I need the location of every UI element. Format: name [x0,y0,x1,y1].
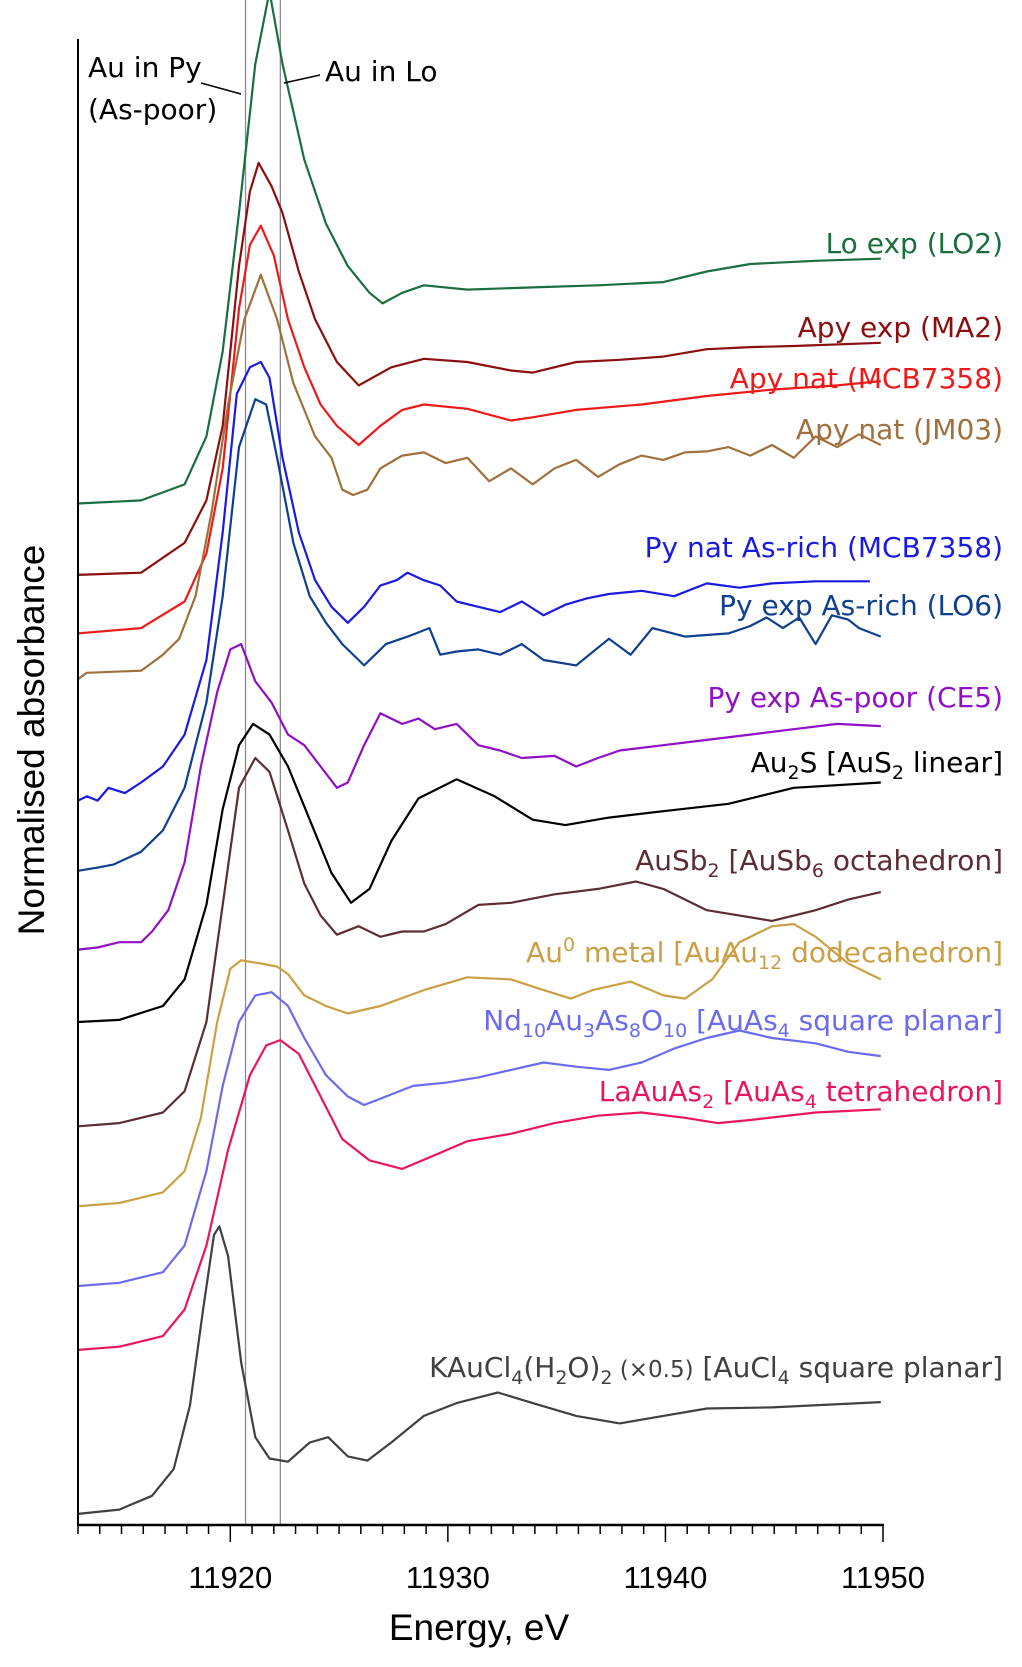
series-label-segment: linear] [904,746,1003,779]
spectrum-line [77,991,881,1288]
reference-lines [244,0,281,1525]
series-label: Lo exp (LO2) [826,227,1003,260]
series-label-segment: 2 [600,1367,612,1389]
series-label-segment: 10 [522,1020,546,1042]
series-label-segment: Nd [483,1004,522,1037]
series-label-segment: 2 [708,860,720,882]
series-label: AuSb2​ [AuSb6​ octahedron] [635,844,1003,882]
spectra-curves [77,0,882,1515]
series-label: Apy nat (MCB7358) [730,362,1003,395]
annotation-au-in-py-as-poor: (As-poor) [88,93,217,126]
x-axis-title: Energy, eV [389,1607,570,1648]
series-label: KAuCl4​(H2​O)2​ (×0.5) [AuCl4​ square pl… [429,1351,1003,1389]
series-label-segment: Lo exp (LO2) [826,227,1003,260]
spectrum-line [77,273,882,681]
annotation-au-in-lo: Au in Lo [325,55,437,88]
spectrum-line [77,722,881,1024]
spectrum-line [77,360,870,802]
spectrum-line [77,1039,881,1351]
series-label-segment: AuSb [635,844,707,877]
series-labels: Lo exp (LO2) Apy exp (MA2) Apy nat (MCB735… [429,227,1003,1389]
x-tick-label: 11920 [188,1560,272,1595]
annotation-leader-py [200,82,242,95]
series-label: Apy exp (MA2) [798,311,1003,344]
series-label-segment: 2 [702,1091,714,1113]
series-label-segment: 4 [778,1367,790,1389]
series-label: Apy nat (JM03) [796,413,1003,446]
x-ticks: 11920 11930 11940 11950 [77,1525,925,1595]
series-label-segment: square planar] [790,1351,1003,1384]
series-label-segment: (H [523,1351,555,1384]
series-label: Py nat As-rich (MCB7358) [645,531,1003,564]
series-label-segment: [AuSb [720,844,812,877]
series-label-segment: 6 [812,860,824,882]
series-label-segment: 12 [758,952,782,974]
series-label-segment: 0 [563,934,575,956]
series-label: Au0​ metal [AuAu12​ dodecahedron] [526,934,1003,974]
reference-annotations: Au in Py (As-poor) Au in Lo [88,51,437,126]
series-label-segment: KAuCl [429,1351,511,1384]
series-label-segment: Py nat As-rich (MCB7358) [645,531,1003,564]
spectrum-line [77,224,881,635]
series-label-segment: Apy nat (JM03) [796,413,1003,446]
series-label-segment: 3 [583,1020,595,1042]
axes: 11920 11930 11940 11950 Energy, eV Normalis… [11,39,925,1648]
series-label-segment: [AuCl [694,1351,778,1384]
series-label-segment: [AuAs [714,1075,804,1108]
spectrum-line [77,1225,881,1515]
series-label-segment: 10 [663,1020,687,1042]
series-label-segment: 2 [555,1367,567,1389]
spectrum-line [77,0,881,505]
x-tick-label: 11940 [623,1560,707,1595]
series-label-segment: 4 [778,1020,790,1042]
series-label-segment: square planar] [790,1004,1003,1037]
series-label-segment: LaAuAs [599,1075,702,1108]
spectrum-line [77,643,881,951]
series-label-segment: Apy exp (MA2) [798,311,1003,344]
series-label-segment: (×0.5) [612,1357,693,1383]
spectrum-line [77,161,881,576]
spectrum-line [77,756,882,1128]
series-label-segment: tetrahedron] [817,1075,1003,1108]
series-label-segment: As [595,1004,629,1037]
series-label: Nd10​Au3​As8​O10​ [AuAs4​ square planar] [483,1004,1003,1042]
x-tick-label: 11930 [406,1560,490,1595]
series-label-segment: dodecahedron] [782,936,1003,969]
spectrum-line [77,398,882,872]
series-label: Py exp As-rich (LO6) [719,589,1003,622]
series-label: LaAuAs2​ [AuAs4​ tetrahedron] [599,1075,1003,1113]
series-label-segment: 4 [511,1367,523,1389]
series-label-segment: S [AuS [800,746,892,779]
series-label-segment: Py exp As-rich (LO6) [719,589,1003,622]
y-axis-title: Normalised absorbance [11,545,52,936]
spectrum-line [77,923,882,1208]
series-label-segment: 4 [805,1091,817,1113]
series-label-segment: Au [526,936,563,969]
x-tick-label: 11950 [841,1560,925,1595]
annotation-au-in-py: Au in Py [88,51,202,84]
series-label-segment: 2 [788,762,800,784]
series-label-segment: Apy nat (MCB7358) [730,362,1003,395]
series-label-segment: O [641,1004,663,1037]
annotation-leader-lo [283,74,321,84]
series-label-segment: Au [546,1004,583,1037]
series-label: Au2​S [AuS2​ linear] [751,746,1003,784]
series-label-segment: 2 [892,762,904,784]
series-label-segment: O) [567,1351,600,1384]
series-label-segment: Au [751,746,788,779]
series-label: Py exp As-poor (CE5) [707,681,1003,714]
series-label-segment: [AuAs [687,1004,777,1037]
series-label-segment: 8 [629,1020,641,1042]
series-label-segment: octahedron] [824,844,1003,877]
series-label-segment: Py exp As-poor (CE5) [707,681,1003,714]
series-label-segment: metal [AuAu [575,936,758,969]
